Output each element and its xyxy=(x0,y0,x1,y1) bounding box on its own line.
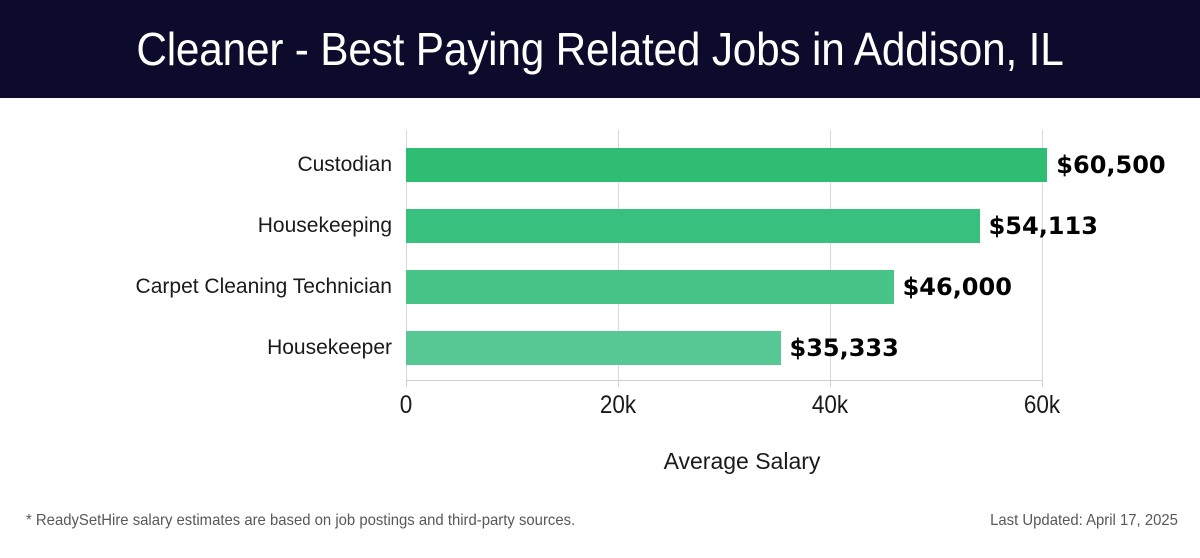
bar-row[interactable]: Housekeeper $35,333 xyxy=(0,331,1200,365)
bar-value-label: $35,333 xyxy=(789,334,899,362)
x-tick-mark-1 xyxy=(618,380,619,387)
bar-value-label: $54,113 xyxy=(988,212,1098,240)
x-tick-mark-2 xyxy=(830,380,831,387)
x-axis-title: Average Salary xyxy=(663,448,821,474)
bar-category-label: Housekeeper xyxy=(267,336,392,359)
footer-disclaimer: * ReadySetHire salary estimates are base… xyxy=(26,512,576,529)
chart-header-band: Cleaner - Best Paying Related Jobs in Ad… xyxy=(0,0,1200,98)
bar-value-label: $46,000 xyxy=(902,273,1012,301)
chart-footer: * ReadySetHire salary estimates are base… xyxy=(0,512,1200,558)
x-tick-label-3: 60k xyxy=(1023,391,1061,419)
bar-category-label: Custodian xyxy=(297,153,392,176)
x-tick-label-1: 20k xyxy=(599,391,637,419)
bar-rect[interactable] xyxy=(406,331,781,365)
bar-category-label: Housekeeping xyxy=(257,214,392,237)
x-tick-label-2: 40k xyxy=(811,391,849,419)
page-title: Cleaner - Best Paying Related Jobs in Ad… xyxy=(136,23,1064,75)
bar-rect[interactable] xyxy=(406,148,1048,182)
bar-value-label: $60,500 xyxy=(1056,151,1166,179)
gridline-40k xyxy=(830,130,831,380)
chart-plot-area: 0 20k 40k 60k Custodian $60,500 Housekee… xyxy=(0,98,1200,558)
bar-row[interactable]: Carpet Cleaning Technician $46,000 xyxy=(0,270,1200,304)
gridline-60k xyxy=(1042,130,1043,380)
bar-rect[interactable] xyxy=(406,270,894,304)
bar-category-label: Carpet Cleaning Technician xyxy=(135,275,392,298)
gridline-20k xyxy=(618,130,619,380)
x-tick-mark-3 xyxy=(1042,380,1043,387)
x-axis-line xyxy=(406,380,1042,381)
x-tick-label-0: 0 xyxy=(399,391,413,419)
bar-row[interactable]: Custodian $60,500 xyxy=(0,148,1200,182)
x-tick-mark-0 xyxy=(406,380,407,387)
footer-last-updated: Last Updated: April 17, 2025 xyxy=(990,512,1178,529)
bar-rect[interactable] xyxy=(406,209,980,243)
bar-row[interactable]: Housekeeping $54,113 xyxy=(0,209,1200,243)
gridline-0k xyxy=(406,130,407,380)
